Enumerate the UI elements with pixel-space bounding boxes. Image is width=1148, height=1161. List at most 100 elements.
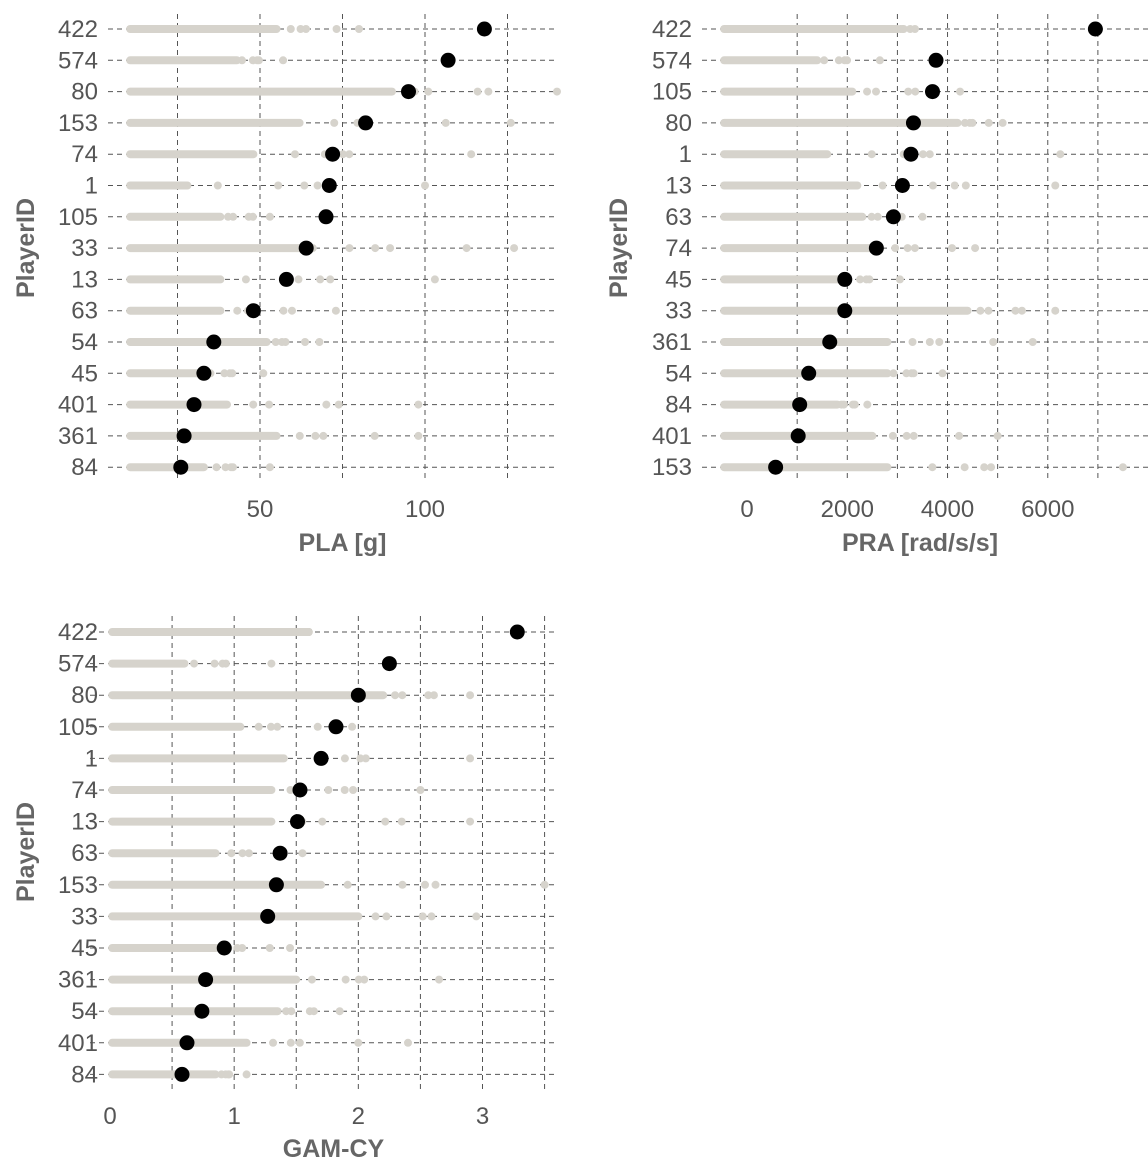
summary-point <box>358 115 374 131</box>
raw-value-point <box>238 944 247 952</box>
summary-point <box>792 397 808 413</box>
y-tick-label: 574 <box>652 47 692 74</box>
panel-pra: 422 574 105 80 1 13 63 74 45 33 361 54 84 401 153 0 2000… <box>605 14 1148 557</box>
raw-value-point <box>319 431 328 440</box>
y-tick-label: 153 <box>58 110 98 137</box>
summary-point <box>905 115 921 131</box>
raw-value-point <box>1118 463 1127 472</box>
raw-value-point <box>856 275 865 284</box>
summary-point <box>924 84 940 100</box>
raw-value-point <box>286 786 295 794</box>
raw-value-point <box>891 244 900 253</box>
raw-value-point <box>1011 306 1020 315</box>
summary-point <box>768 459 784 475</box>
raw-value-point <box>361 754 370 763</box>
summary-point <box>260 908 276 924</box>
summary-point <box>822 334 838 350</box>
raw-value-point <box>418 912 427 921</box>
raw-value-point <box>980 463 989 472</box>
x-tick-label: 2000 <box>821 496 874 523</box>
raw-value-point <box>889 369 898 378</box>
y-tick-label: 45 <box>665 266 692 293</box>
y-tick-label: 105 <box>58 714 98 741</box>
raw-value-point <box>435 975 444 984</box>
summary-point <box>837 271 853 287</box>
y-tick-label: 422 <box>58 16 98 43</box>
y-tick-label: 63 <box>71 840 98 867</box>
x-tick-label: 100 <box>405 496 445 523</box>
raw-value-point <box>265 944 274 952</box>
raw-value-point <box>909 369 918 378</box>
summary-point <box>440 52 456 68</box>
raw-value-point <box>300 181 309 190</box>
x-tick-label: 6000 <box>1021 496 1074 523</box>
raw-value-point <box>391 691 400 700</box>
raw-value-point <box>335 1007 344 1016</box>
summary-point <box>401 84 416 100</box>
raw-value-point <box>213 181 222 190</box>
summary-point <box>272 845 288 861</box>
panel-pla: 422 574 80 153 74 1 105 33 13 63 54 45 401 361 84 50 100… <box>12 14 561 557</box>
summary-point <box>801 365 817 381</box>
raw-value-point <box>467 150 476 159</box>
raw-value-point <box>902 431 911 440</box>
raw-value-point <box>318 817 327 826</box>
summary-point <box>298 240 314 256</box>
raw-value-point <box>466 691 475 700</box>
y-tick-label: 361 <box>58 423 98 450</box>
raw-value-point <box>360 975 369 984</box>
raw-value-point <box>925 150 934 159</box>
summary-point <box>509 624 525 640</box>
y-tick-label: 33 <box>71 903 98 930</box>
summary-point <box>868 240 884 256</box>
raw-value-point <box>386 244 395 253</box>
summary-point <box>790 428 806 444</box>
raw-value-point <box>397 817 406 826</box>
raw-value-point <box>441 118 450 127</box>
y-tick-label: 74 <box>71 777 98 804</box>
summary-point <box>179 1035 195 1051</box>
raw-value-point <box>510 244 519 253</box>
raw-value-point <box>863 400 872 409</box>
raw-value-point <box>956 87 965 96</box>
raw-value-point <box>266 722 275 731</box>
raw-value-point <box>301 25 310 33</box>
summary-point <box>206 334 222 350</box>
y-tick-label: 54 <box>71 329 98 356</box>
raw-value-point <box>987 463 996 472</box>
y-tick-label: 54 <box>665 360 692 387</box>
y-tick-label: 13 <box>71 809 98 836</box>
raw-value-point <box>955 431 964 440</box>
raw-value-point <box>348 722 357 731</box>
x-axis-title: GAM-CY <box>283 1135 385 1161</box>
summary-point <box>198 972 214 988</box>
raw-value-point <box>903 244 912 253</box>
raw-value-point <box>221 659 230 668</box>
raw-value-point <box>414 431 423 440</box>
x-tick-label: 0 <box>740 496 753 523</box>
raw-value-point <box>873 212 882 221</box>
raw-value-point <box>872 87 881 96</box>
raw-value-point <box>334 400 343 409</box>
y-tick-label: 45 <box>71 935 98 962</box>
raw-value-point <box>355 25 363 33</box>
panel-gam-cy: 422 574 80 105 1 74 13 63 153 33 45 361 54 401 840 1 2 3 G… <box>12 616 557 1161</box>
raw-value-point <box>993 431 1002 440</box>
raw-value-point <box>340 786 349 794</box>
summary-point <box>885 209 901 225</box>
raw-value-point <box>998 118 1007 127</box>
y-tick-label: 54 <box>71 998 98 1025</box>
y-tick-label: 422 <box>58 619 98 646</box>
raw-value-point <box>267 659 276 668</box>
y-axis-title: PlayerID <box>605 198 633 298</box>
raw-value-point <box>286 25 295 33</box>
raw-value-point <box>273 722 282 731</box>
raw-value-point <box>540 880 549 889</box>
raw-value-point <box>938 369 947 378</box>
raw-value-point <box>274 181 283 190</box>
y-tick-label: 361 <box>58 967 98 994</box>
raw-value-point <box>976 306 985 315</box>
y-tick-label: 74 <box>665 235 692 262</box>
raw-value-point <box>427 912 436 921</box>
raw-value-point <box>1051 306 1060 315</box>
